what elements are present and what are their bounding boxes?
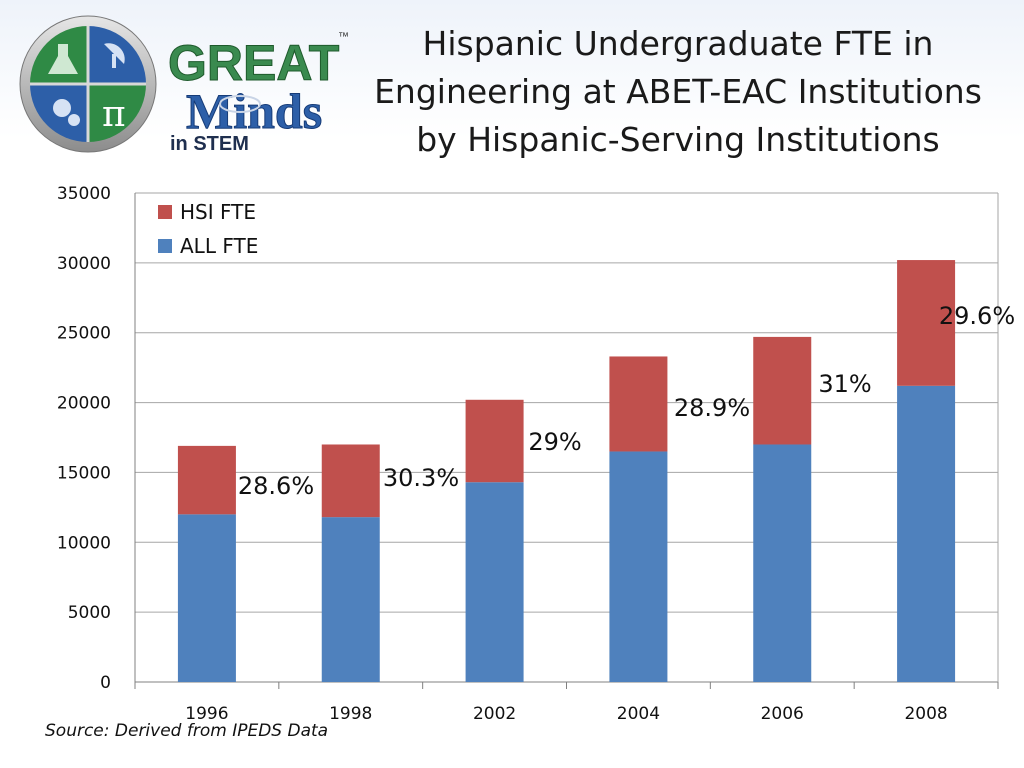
bar-hsi-fte-1996 [177,445,236,515]
x-tick-label: 1998 [329,704,372,724]
x-tick-label: 2008 [904,704,947,724]
y-tick-label: 0 [100,673,111,693]
pi-icon: π [102,94,126,135]
percent-annotation: 28.9% [674,394,750,422]
y-tick-label: 35000 [57,184,111,204]
x-tick-label: 2002 [473,704,516,724]
y-tick-label: 5000 [68,603,111,623]
legend-swatch-all-fte [158,239,172,253]
gears-icon [53,99,80,126]
x-tick-label: 2004 [617,704,660,724]
flask-icon [48,44,78,74]
y-tick-label: 10000 [57,533,111,553]
bar-all-fte-2006 [753,444,812,682]
chart-title: Hispanic Undergraduate FTE in Engineerin… [372,20,984,164]
great-minds-logo: π GREAT ™ Minds in STEM [19,15,349,155]
percent-annotation: 29.6% [939,302,1015,330]
stacked-bar-chart: 0 5000 10000 15000 20000 25000 30000 35000 1996 2… [57,184,1015,724]
bar-hsi-fte-2002 [465,399,524,483]
percent-annotation: 31% [818,370,871,398]
x-tick-label: 2006 [761,704,804,724]
title-line-2: Engineering at ABET-EAC Institutions [374,72,982,111]
bar-all-fte-2002 [465,482,524,682]
percent-annotation: 28.6% [238,472,314,500]
bar-hsi-fte-1998 [321,444,380,518]
title-line-3: by Hispanic-Serving Institutions [416,120,940,159]
bar-hsi-fte-2006 [753,336,812,445]
legend-label-all-fte: ALL FTE [180,234,258,258]
percent-annotation: 29% [528,428,581,456]
bar-hsi-fte-2008 [897,260,956,386]
title-line-1: Hispanic Undergraduate FTE in [422,24,934,63]
bar-all-fte-2004 [609,451,668,682]
logo-word-in-stem: in STEM [170,133,249,155]
bar-all-fte-1998 [321,517,380,682]
bar-all-fte-2008 [897,385,956,682]
atom-icon [219,95,261,113]
legend-swatch-hsi-fte [158,205,172,219]
bar-all-fte-1996 [177,514,236,682]
logo-tm: ™ [338,31,349,43]
y-tick-label: 20000 [57,394,111,414]
satellite-icon [104,43,125,68]
y-tick-label: 15000 [57,463,111,483]
logo-word-great: GREAT [168,35,339,91]
legend-label-hsi-fte: HSI FTE [180,200,256,224]
x-tick-label: 1996 [185,704,228,724]
bar-hsi-fte-2004 [609,356,668,452]
source-note: Source: Derived from IPEDS Data [45,721,329,741]
y-tick-label: 30000 [57,254,111,274]
logo-quadrant-pi [88,84,146,142]
logo-word-minds: Minds [186,83,322,139]
percent-annotation: 30.3% [383,464,459,492]
y-tick-label: 25000 [57,324,111,344]
